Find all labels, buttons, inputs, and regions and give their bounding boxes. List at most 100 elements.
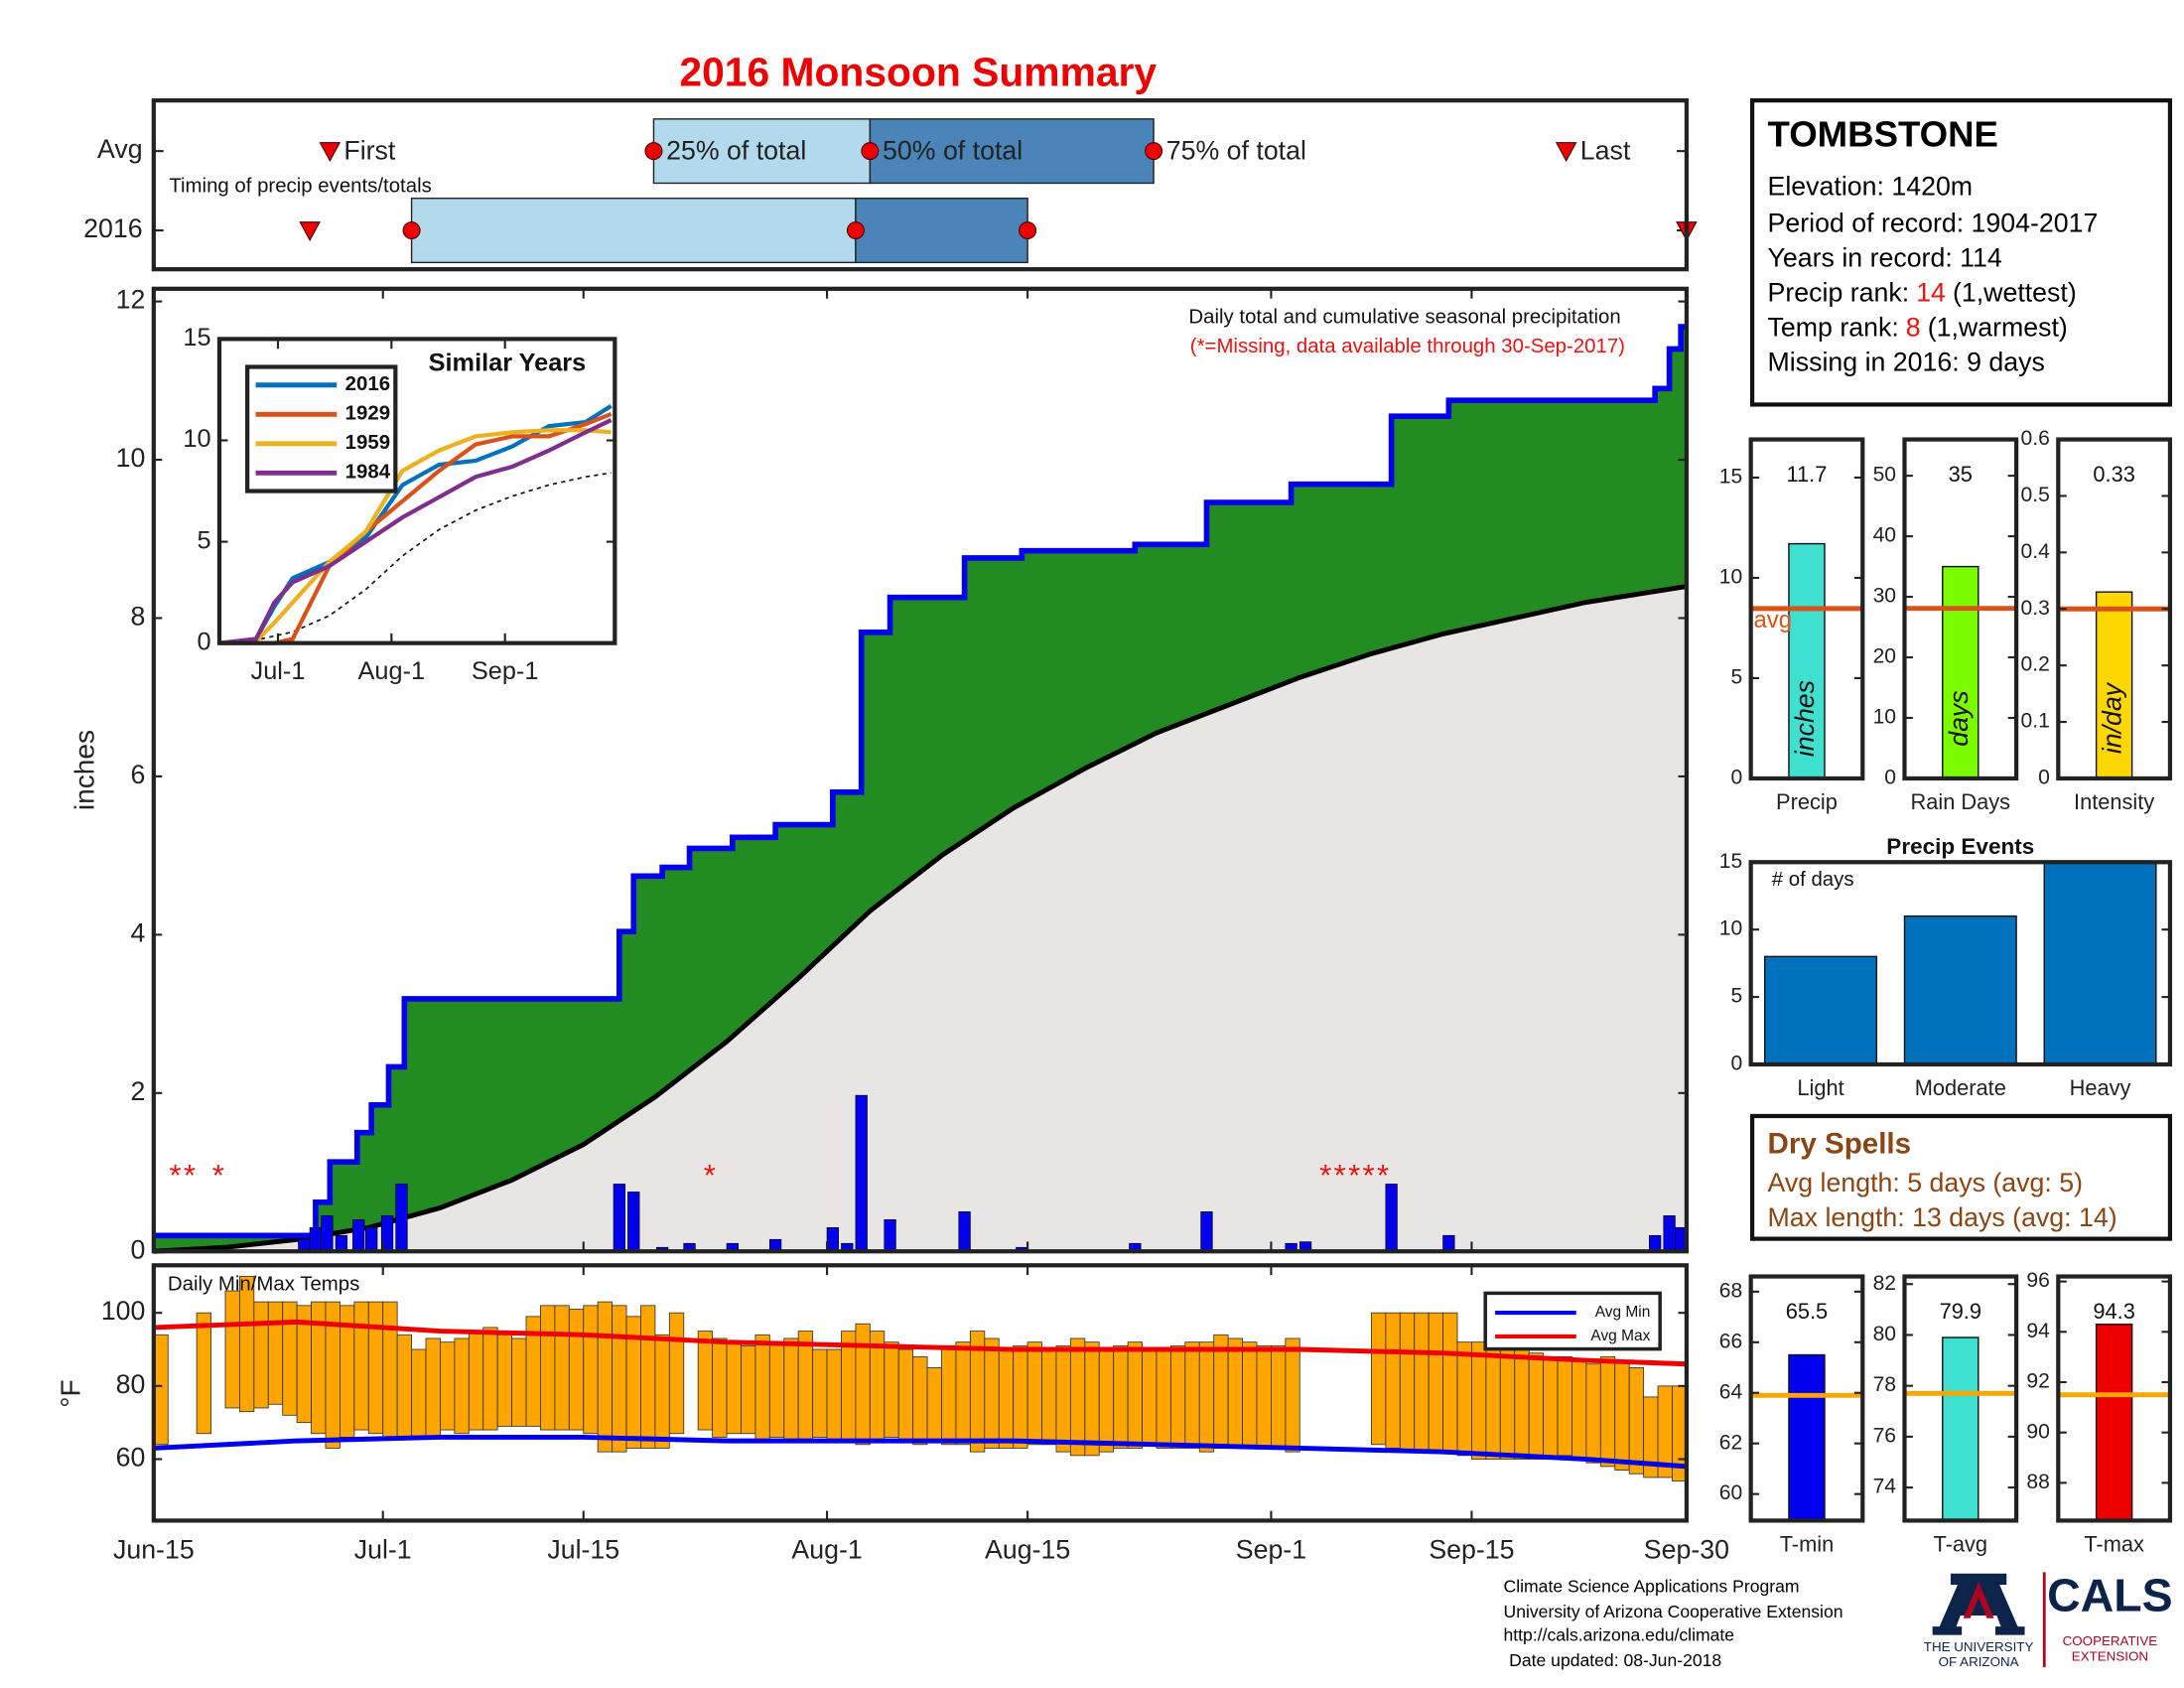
y-tick-label: 10 bbox=[1719, 917, 1742, 940]
temp-range-bar bbox=[855, 1323, 871, 1446]
temp-range-bar bbox=[224, 1290, 240, 1409]
station-years: Years in record: 114 bbox=[1768, 242, 2002, 272]
temp-range-bar bbox=[768, 1341, 785, 1438]
series-line bbox=[218, 428, 612, 645]
chart-bar: Intensity 0.33 in/day 0 0.1 0.2 0.3 0.4 0.5 0.6 bbox=[2021, 427, 2173, 814]
daily-bar bbox=[309, 1226, 323, 1252]
event-triangle bbox=[299, 221, 321, 242]
legend-label: 2016 bbox=[345, 373, 390, 395]
temp-range-bar bbox=[153, 1334, 169, 1446]
series-line bbox=[218, 418, 613, 645]
value-label: 11.7 bbox=[1787, 462, 1828, 487]
y-tick-label: 10 bbox=[183, 425, 210, 453]
logo-a bbox=[1932, 1573, 2025, 1635]
quartile-box bbox=[855, 198, 1028, 264]
temp-range-bar bbox=[1227, 1337, 1243, 1449]
temp-range-bar bbox=[754, 1334, 770, 1442]
y-tick-label: 20 bbox=[1873, 645, 1896, 668]
temp-range-bar bbox=[926, 1367, 942, 1442]
precip-rank-label: Precip rank: bbox=[1768, 278, 1910, 308]
legend-box bbox=[245, 364, 398, 493]
daily-bar bbox=[352, 1219, 365, 1252]
y-tick-label: 60 bbox=[1719, 1481, 1742, 1504]
event-triangle bbox=[1555, 142, 1577, 163]
daily-bar bbox=[855, 1094, 868, 1252]
value-label: 0.33 bbox=[2093, 462, 2134, 487]
logo-cals: CALS bbox=[2047, 1569, 2172, 1620]
temp-rank: Temp rank: 8 (1,warmest) bbox=[1768, 313, 2068, 343]
legend-label: 1984 bbox=[345, 462, 391, 484]
x-tick-label: Jul-1 bbox=[354, 1534, 412, 1564]
value-label: 79.9 bbox=[1940, 1299, 1981, 1324]
event-label: First bbox=[343, 136, 396, 166]
note: (*=Missing, data available through 30-Se… bbox=[1190, 336, 1625, 357]
chart-bar: T-avg 79.9 74 76 78 80 82 bbox=[1873, 1272, 2019, 1556]
daily-bar bbox=[395, 1184, 408, 1252]
temp-range-bar bbox=[1142, 1348, 1158, 1446]
y-tick-label: 88 bbox=[2026, 1471, 2049, 1493]
temp-range-bar bbox=[425, 1337, 441, 1438]
x-tick-label: T-avg bbox=[1934, 1531, 1988, 1556]
temp-range-bar bbox=[955, 1341, 971, 1446]
daily-bar bbox=[1442, 1234, 1455, 1252]
temp-range-bar bbox=[540, 1305, 556, 1431]
bar bbox=[1942, 1336, 1979, 1522]
temp-range-bar bbox=[382, 1301, 398, 1438]
temp-range-bar bbox=[668, 1312, 685, 1435]
temp-range-bar bbox=[1428, 1312, 1444, 1453]
annotation: Daily total and cumulative seasonal prec… bbox=[1188, 307, 1620, 329]
temp-range-bar bbox=[1098, 1348, 1115, 1453]
event-triangle bbox=[319, 142, 341, 163]
y-tick-label: 80 bbox=[116, 1369, 146, 1399]
temp-range-bar bbox=[654, 1334, 670, 1449]
temp-range-bar bbox=[1184, 1341, 1200, 1449]
x-tick-label: Rain Days bbox=[1911, 789, 2011, 814]
y-tick-label: 0 bbox=[1730, 1053, 1742, 1075]
x-tick-label: T-max bbox=[2084, 1531, 2144, 1556]
temp-range-bar bbox=[454, 1337, 470, 1435]
missing-marker: * bbox=[184, 1158, 196, 1193]
missing-marker: * bbox=[169, 1158, 181, 1193]
x-tick-label: Jul-1 bbox=[251, 657, 306, 685]
temp-range-bar bbox=[1528, 1352, 1545, 1460]
temp-range-bar bbox=[1614, 1359, 1630, 1471]
y-tick-label: 0 bbox=[1730, 767, 1742, 789]
temp-range-bar bbox=[1242, 1341, 1258, 1449]
precip-rank: Precip rank: 14 (1,wettest) bbox=[1768, 278, 2077, 308]
y-tick-label: 10 bbox=[116, 443, 146, 473]
y-tick-label: 5 bbox=[1730, 666, 1742, 689]
temp-range-bar bbox=[941, 1344, 957, 1446]
chart-step_area: * * * * * * * * *Daily total and cumulative seas… bbox=[69, 285, 1690, 1264]
y-tick-label: 82 bbox=[1873, 1272, 1896, 1295]
logo-text: THE UNIVERSITY bbox=[1924, 1639, 2034, 1654]
x-tick-label: Precip bbox=[1776, 789, 1838, 814]
temp-range-bar bbox=[1514, 1348, 1530, 1460]
temp-range-bar bbox=[1271, 1344, 1287, 1449]
bar bbox=[2095, 591, 2133, 779]
station-frame bbox=[1749, 98, 2173, 407]
chart-bar: Light Moderate Heavy Precip Events # of days… bbox=[1719, 834, 2173, 1100]
value-label: 94.3 bbox=[2093, 1299, 2134, 1324]
y-tick-label: 80 bbox=[1873, 1323, 1896, 1345]
temp-range-bar bbox=[411, 1348, 427, 1438]
legend-label: 1959 bbox=[345, 432, 390, 454]
x-tick-label: Aug-1 bbox=[791, 1534, 862, 1564]
x-tick-label: Aug-15 bbox=[985, 1534, 1070, 1564]
unit-label: in/day bbox=[2098, 681, 2127, 754]
y-tick-label: 2 bbox=[131, 1076, 146, 1106]
temp-range-bar bbox=[267, 1301, 284, 1405]
temp-range-bar bbox=[1285, 1337, 1300, 1453]
axes-frame bbox=[1748, 1274, 1865, 1523]
daily-bar bbox=[1663, 1215, 1676, 1252]
temp-range-bar bbox=[1485, 1344, 1501, 1460]
temp-range-bar bbox=[511, 1337, 527, 1427]
temp-range-bar bbox=[726, 1341, 742, 1435]
logo-text: COOPERATIVE bbox=[2063, 1633, 2158, 1648]
daily-bar bbox=[958, 1211, 971, 1252]
y-tick-label: 5 bbox=[1730, 985, 1742, 1008]
y-tick-label: 0.1 bbox=[2021, 710, 2050, 733]
value-label: 65.5 bbox=[1786, 1299, 1828, 1324]
y-tick-label: 76 bbox=[1873, 1424, 1896, 1447]
y-tick-label: 0.3 bbox=[2021, 597, 2050, 620]
x-tick-label: Sep-15 bbox=[1429, 1534, 1514, 1564]
